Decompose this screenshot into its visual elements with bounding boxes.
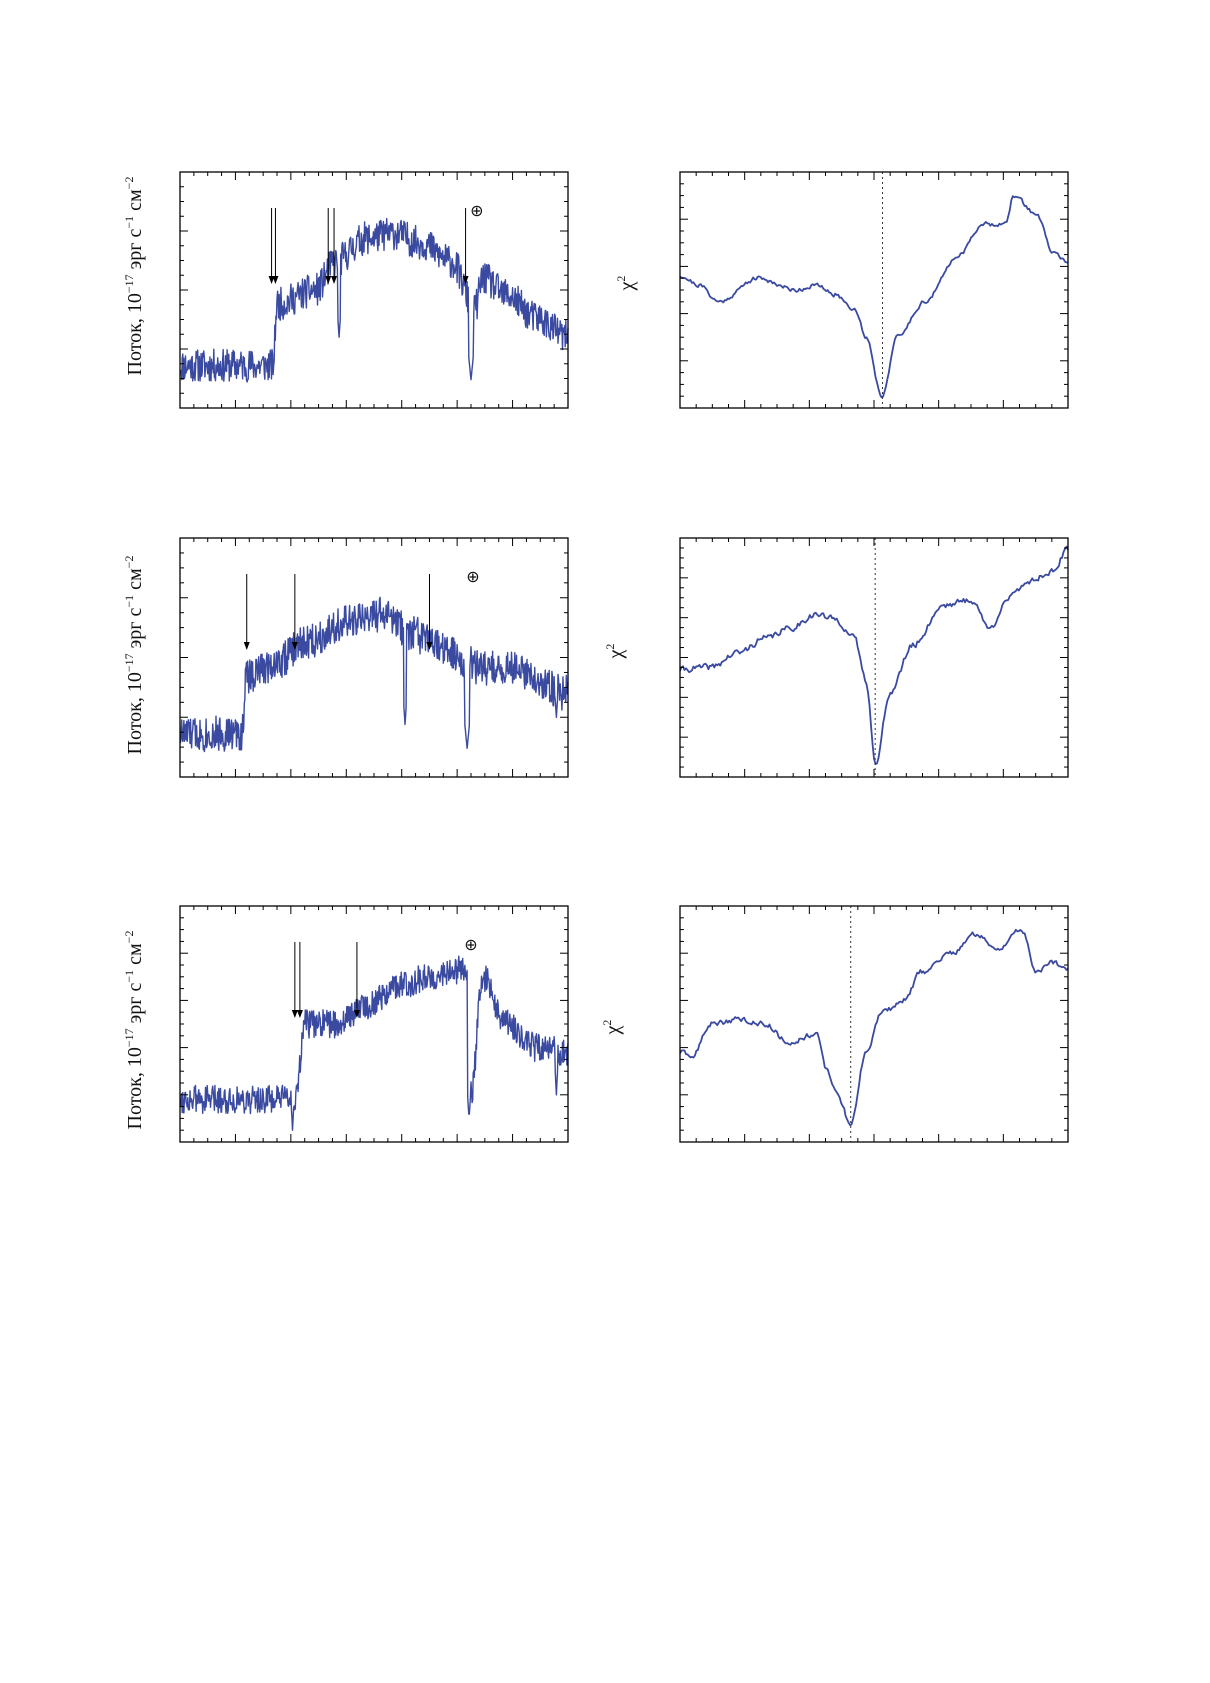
plot-frame bbox=[679, 905, 1069, 1143]
chi2-line bbox=[679, 545, 1069, 765]
ylabel-chi-top: χ2 bbox=[614, 276, 638, 292]
chi2-line bbox=[679, 195, 1069, 399]
panel-middle-right bbox=[679, 537, 1069, 778]
plot-frame bbox=[179, 537, 569, 778]
spectrum-line bbox=[179, 217, 569, 383]
arrow-head bbox=[243, 642, 250, 650]
chi2-line bbox=[679, 928, 1069, 1127]
arrow-head bbox=[296, 1010, 303, 1018]
ylabel-chi-middle: χ2 bbox=[603, 644, 627, 660]
arrow-head bbox=[353, 1010, 360, 1018]
ylabel-flux-top: Поток, 10−17 эрг с−1 см−2 bbox=[122, 177, 146, 376]
svg-text:χ2: χ2 bbox=[603, 644, 627, 660]
panel-top-right bbox=[679, 171, 1069, 409]
ylabel-chi-bottom: χ2 bbox=[600, 1020, 624, 1036]
telluric-symbol: ⊕ bbox=[466, 567, 479, 586]
telluric-symbol: ⊕ bbox=[464, 935, 477, 954]
telluric-symbol: ⊕ bbox=[470, 201, 483, 220]
panel-top-left: ⊕ bbox=[179, 171, 569, 409]
plot-frame bbox=[679, 537, 1069, 778]
arrow-head bbox=[462, 276, 469, 284]
ylabel-flux-bottom: Поток, 10−17 эрг с−1 см−2 bbox=[122, 931, 146, 1130]
arrow-head bbox=[331, 276, 338, 284]
arrow-head bbox=[325, 276, 332, 284]
ylabel-flux-text: Поток, 10−17 эрг с−1 см−2 bbox=[122, 556, 146, 755]
svg-text:χ2: χ2 bbox=[600, 1020, 624, 1036]
ylabel-flux-text: Поток, 10−17 эрг с−1 см−2 bbox=[122, 177, 146, 376]
spectrum-line bbox=[179, 596, 569, 753]
panels: ⊕ ⊕ ⊕ bbox=[179, 171, 1069, 1143]
arrow-head bbox=[291, 1010, 298, 1018]
arrow-head bbox=[272, 276, 279, 284]
arrow-head bbox=[268, 276, 275, 284]
panel-bottom-right bbox=[679, 905, 1069, 1143]
panel-middle-left: ⊕ bbox=[179, 537, 569, 778]
ylabel-flux-middle: Поток, 10−17 эрг с−1 см−2 bbox=[122, 556, 146, 755]
arrow-head bbox=[426, 642, 433, 650]
panel-bottom-left: ⊕ bbox=[179, 905, 569, 1143]
ylabel-flux-text: Поток, 10−17 эрг с−1 см−2 bbox=[122, 931, 146, 1130]
svg-text:χ2: χ2 bbox=[614, 276, 638, 292]
spectrum-line bbox=[179, 955, 569, 1131]
arrow-head bbox=[291, 642, 298, 650]
